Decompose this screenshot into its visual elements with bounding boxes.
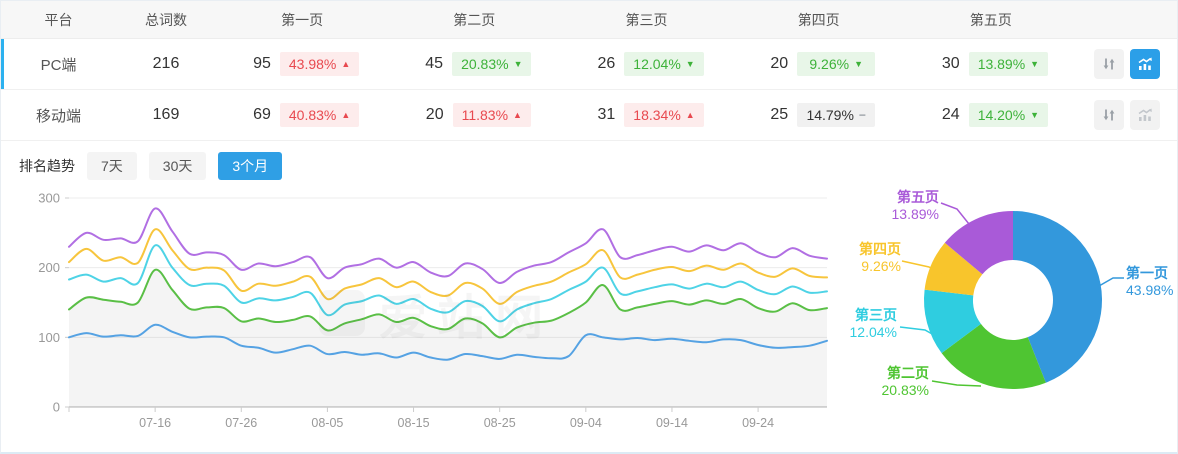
total-words-value: 169 [152,106,180,123]
svg-text:07-26: 07-26 [225,416,257,430]
svg-text:100: 100 [38,330,60,345]
page3-pct-badge: 12.04% ▼ [624,52,704,76]
table-header-row: 平台 总词数 第一页 第二页 第三页 第四页 第五页 [1,1,1177,39]
page1-cell: 69 40.83% ▲ [216,103,388,127]
trend-arrow-icon: ▲ [341,109,351,120]
page2-pct-badge: 11.83% ▲ [452,103,531,127]
col-header-platform: 平台 [44,11,73,28]
page5-count: 24 [941,106,960,123]
trend-arrow-icon: ▲ [513,109,522,120]
page1-count: 95 [253,55,271,72]
trend-arrow-icon: ▼ [1030,58,1040,69]
svg-text:08-25: 08-25 [484,416,516,430]
trend-arrow-icon: ▼ [854,58,863,69]
trend-toolbar: 排名趋势 7天 30天 3个月 [1,141,1177,181]
trend-arrow-icon: ▼ [513,58,523,69]
show-chart-button[interactable] [1129,100,1160,130]
page5-pct-badge: 14.20% ▼ [968,103,1049,127]
page4-cell: 20 9.26% ▼ [733,52,905,76]
page1-pct-badge: 43.98% ▲ [279,52,360,76]
sort-arrows-icon [1103,109,1115,121]
page5-pct-badge: 13.89% ▼ [968,52,1049,76]
show-chart-button[interactable] [1129,49,1160,79]
page2-count: 20 [425,106,444,123]
page3-cell: 31 18.34% ▲ [560,103,732,127]
page2-cell: 20 11.83% ▲ [388,103,560,127]
donut-chart-svg [899,202,1124,389]
page2-pct-badge: 20.83% ▼ [452,52,532,76]
page1-pct-badge: 40.83% ▲ [279,103,360,127]
svg-text:09-14: 09-14 [656,416,688,430]
page3-count: 26 [597,55,616,72]
pie-label-page5: 第五页 13.89% [891,189,939,222]
trend-arrow-icon: − [858,108,866,122]
pie-label-page3: 第三页 12.04% [849,307,897,340]
svg-text:08-05: 08-05 [311,416,343,430]
tab-3-months[interactable]: 3个月 [218,152,283,180]
platform-label: PC端 [40,56,77,74]
tab-7-days[interactable]: 7天 [87,152,137,180]
pie-label-page2: 第二页 20.83% [881,365,929,398]
line-chart-svg: 0 100 200 300 07-16 07-26 08-05 08-15 08-25 09-04… [38,191,828,430]
svg-text:08-15: 08-15 [398,416,430,430]
tab-30-days[interactable]: 30天 [148,152,207,180]
page3-count: 31 [597,106,616,123]
row-actions [1077,49,1177,79]
rank-trend-line-chart: 0 100 200 300 07-16 07-26 08-05 08-15 08-25 09-04… [19,183,841,447]
sort-arrows-icon [1103,58,1115,70]
trend-arrow-icon: ▼ [1030,109,1040,120]
pie-label-page4: 第四页 9.26% [859,241,901,274]
page4-pct-badge: 14.79% − [797,103,876,127]
rank-table: 平台 总词数 第一页 第二页 第三页 第四页 第五页 PC端 216 95 43… [1,1,1177,141]
svg-text:0: 0 [53,400,60,415]
table-row-pc[interactable]: PC端 216 95 43.98% ▲ 45 20.83% ▼ 26 12.04% ▼… [1,39,1177,90]
col-header-total: 总词数 [145,11,187,28]
page4-pct-badge: 9.26% ▼ [797,52,876,76]
col-header-page2: 第二页 [453,11,496,28]
page4-cell: 25 14.79% − [733,103,905,127]
trend-arrow-icon: ▼ [685,58,695,69]
page2-count: 45 [425,55,444,72]
table-row-mobile[interactable]: 移动端 169 69 40.83% ▲ 20 11.83% ▲ 31 18.34% ▲… [1,90,1177,141]
total-words-value: 216 [152,55,180,72]
trend-chart-icon [1138,108,1152,121]
pie-label-page1: 第一页 43.98% [1126,265,1174,298]
charts-area: 0 100 200 300 07-16 07-26 08-05 08-15 08-25 09-04… [1,183,1177,447]
svg-text:09-04: 09-04 [570,416,602,430]
col-header-page3: 第三页 [625,11,668,28]
page1-count: 69 [253,106,271,123]
col-header-page5: 第五页 [969,11,1012,28]
page2-cell: 45 20.83% ▼ [388,52,560,76]
col-header-page4: 第四页 [797,11,840,28]
trend-arrow-icon: ▲ [685,109,695,120]
svg-text:200: 200 [38,260,60,275]
page5-cell: 30 13.89% ▼ [905,52,1077,76]
page3-cell: 26 12.04% ▼ [560,52,732,76]
svg-text:300: 300 [38,191,60,206]
page-share-donut-chart: 第一页 43.98% 第二页 20.83% 第三页 12.04% 第四页 9.2… [841,179,1178,441]
svg-text:09-24: 09-24 [742,416,774,430]
row-actions [1077,100,1177,130]
svg-text:07-16: 07-16 [139,416,171,430]
page4-count: 20 [770,55,789,72]
col-header-page1: 第一页 [281,11,324,28]
page5-count: 30 [941,55,960,72]
trend-section-title: 排名趋势 [19,158,75,174]
sort-button[interactable] [1093,49,1124,79]
page5-cell: 24 14.20% ▼ [905,103,1077,127]
trend-chart-icon [1138,57,1152,70]
sort-button[interactable] [1093,100,1124,130]
page4-count: 25 [770,106,789,123]
page3-pct-badge: 18.34% ▲ [624,103,704,127]
page1-cell: 95 43.98% ▲ [216,52,388,76]
trend-arrow-icon: ▲ [341,58,351,69]
platform-label: 移动端 [35,107,81,125]
